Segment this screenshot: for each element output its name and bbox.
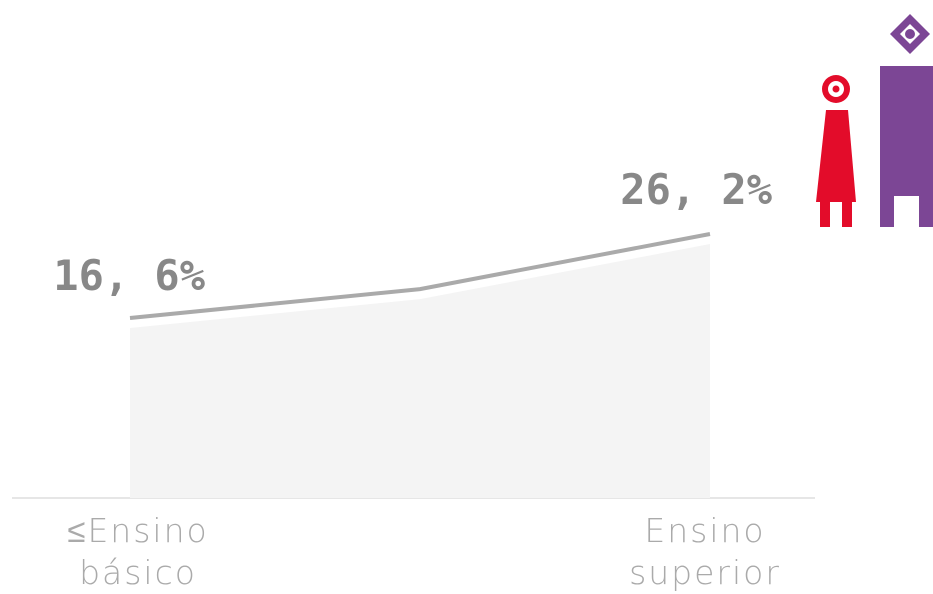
x-tick-label: Ensino superior bbox=[629, 511, 781, 592]
value-label: 26, 2% bbox=[620, 165, 772, 214]
icon-male bbox=[880, 14, 933, 227]
area bbox=[130, 244, 710, 498]
value-label: 16, 6% bbox=[53, 251, 205, 300]
x-tick-label: ≤Ensino básico bbox=[67, 511, 209, 592]
icon-female bbox=[816, 75, 856, 227]
line bbox=[129, 232, 711, 320]
